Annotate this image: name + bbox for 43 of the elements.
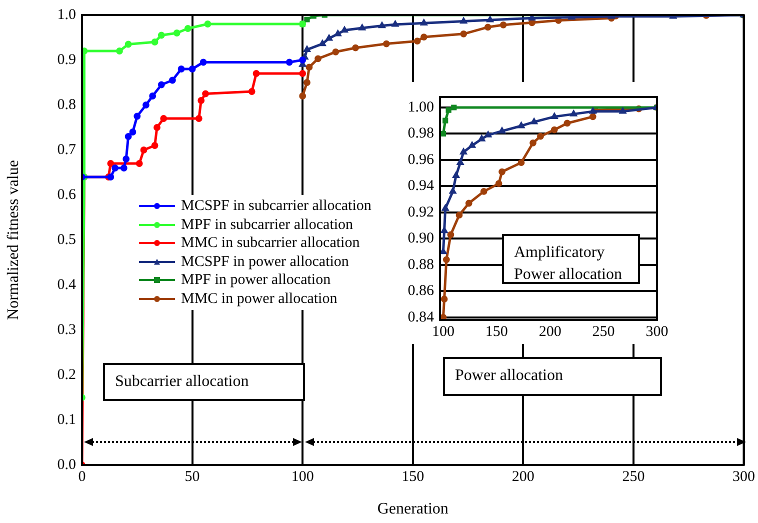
legend-label: MMC in power allocation [181, 290, 338, 308]
x-tick-label: 100 [432, 324, 454, 340]
x-tick-label: 250 [592, 324, 615, 340]
x-tick-label: 50 [184, 468, 200, 485]
x-axis-title: Generation [377, 500, 448, 518]
y-tick-label: 0.90 [408, 230, 434, 247]
y-tick-label: 0.1 [57, 412, 76, 428]
x-tick-label: 200 [512, 468, 534, 485]
x-tick-label: 0 [78, 468, 86, 485]
x-tick-label: 150 [402, 468, 424, 485]
x-tick-label: 250 [622, 468, 645, 485]
y-tick-label: 0.8 [57, 96, 76, 113]
legend-label: MCSPF in subcarrier allocation [181, 197, 372, 216]
x-tick-label: 300 [646, 324, 668, 340]
legend-label: MCSPF in power allocation [181, 252, 349, 271]
legend-label: MPF in power allocation [181, 271, 331, 290]
y-tick-label: 0.3 [57, 322, 76, 338]
y-tick-label: 0.88 [408, 256, 434, 273]
y-tick-label: 0.0 [57, 456, 76, 473]
text-box: Subcarrier allocation [103, 363, 305, 401]
text-box: Power allocation [443, 357, 662, 396]
x-tick-label: 150 [485, 324, 508, 340]
y-tick-label: 0.98 [408, 126, 434, 142]
y-tick-label: 0.9 [57, 52, 76, 68]
x-tick-label: 100 [291, 468, 314, 485]
y-tick-label: 0.94 [408, 178, 434, 194]
y-tick-label: 0.5 [57, 232, 76, 248]
y-tick-label: 0.2 [57, 366, 76, 383]
y-tick-label: 0.92 [408, 204, 434, 220]
y-tick-label: 0.84 [408, 309, 434, 326]
text-box: Amplificatory Power allocation [502, 234, 640, 284]
y-tick-label: 0.96 [408, 152, 434, 168]
legend-label: MPF in subcarrier allocation [181, 216, 354, 234]
y-axis-title: Normalized fitness value [4, 160, 22, 320]
legend-label: MMC in subcarrier allocation [181, 234, 360, 252]
y-tick-label: 0.7 [57, 142, 76, 158]
y-tick-label: 0.4 [57, 276, 76, 293]
x-tick-label: 200 [538, 324, 562, 340]
y-tick-label: 0.6 [57, 186, 76, 203]
y-tick-label: 1.0 [57, 6, 76, 23]
y-tick-label: 1.00 [408, 99, 434, 116]
y-tick-label: 0.86 [408, 283, 434, 300]
x-tick-label: 300 [732, 468, 755, 485]
